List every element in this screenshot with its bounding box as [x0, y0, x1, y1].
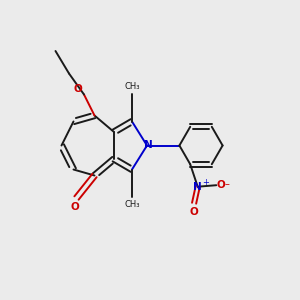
Text: N: N: [193, 182, 202, 192]
Text: O: O: [190, 207, 199, 217]
Text: O: O: [216, 180, 225, 190]
Text: O: O: [70, 202, 80, 212]
Text: +: +: [202, 178, 208, 187]
Text: –: –: [225, 179, 230, 189]
Text: CH₃: CH₃: [124, 200, 140, 209]
Text: O: O: [74, 84, 82, 94]
Text: N: N: [144, 140, 153, 151]
Text: CH₃: CH₃: [124, 82, 140, 91]
